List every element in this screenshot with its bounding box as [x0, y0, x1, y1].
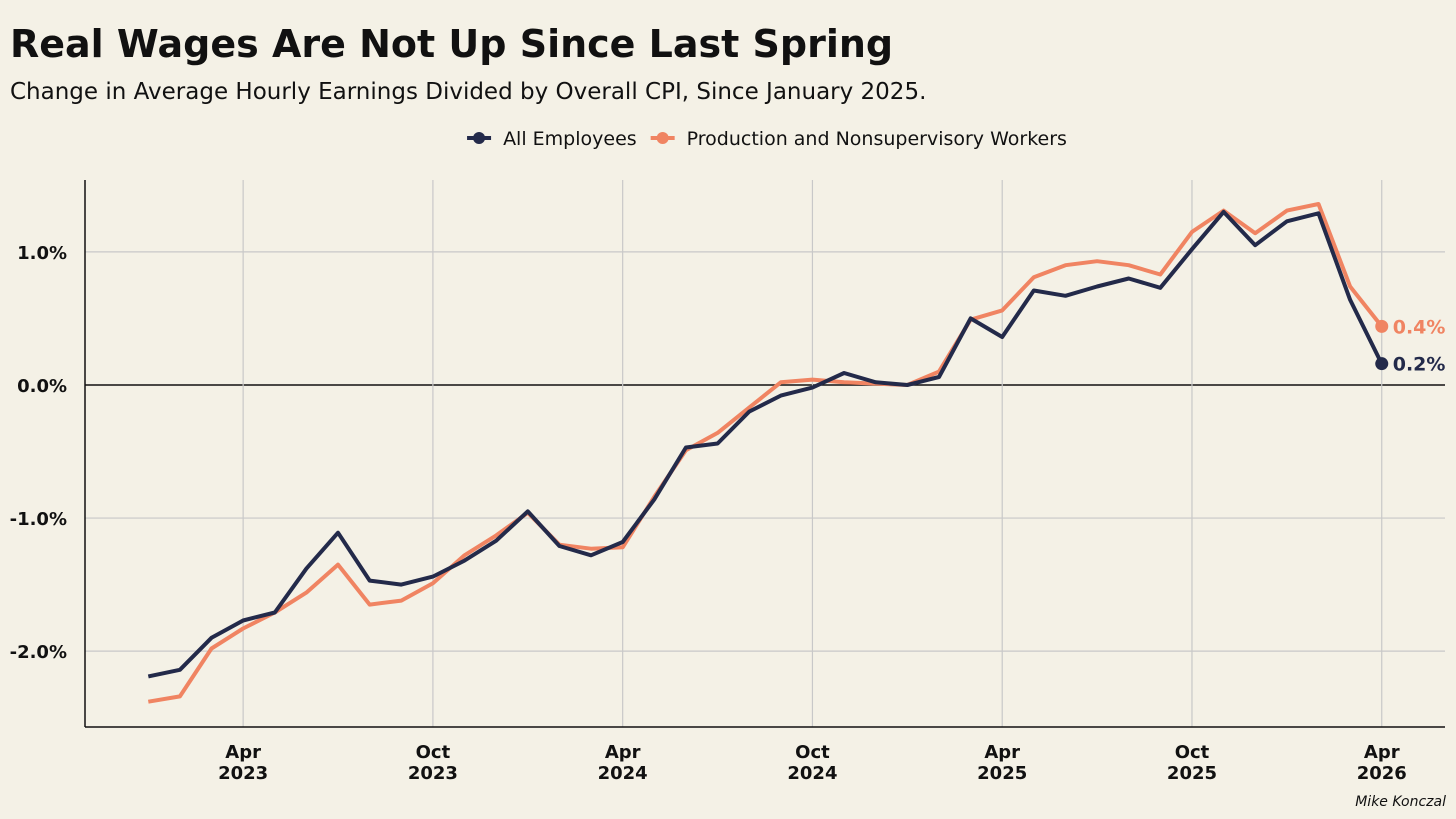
y-tick-label: 0.0%: [17, 376, 67, 397]
legend-marker: [473, 132, 486, 144]
series-line: [147, 209, 1384, 679]
x-tick-label: Apr 2026: [1357, 742, 1407, 784]
x-tick-label: Oct 2024: [787, 742, 837, 784]
chart-subtitle: Change in Average Hourly Earnings Divide…: [10, 79, 926, 105]
series-line: [147, 202, 1384, 704]
y-tick-label: -2.0%: [10, 642, 67, 663]
x-tick-label: Apr 2024: [598, 742, 648, 784]
x-tick-label: Oct 2025: [1167, 742, 1217, 784]
credit: Mike Konczal: [1355, 794, 1446, 810]
end-point: [1375, 357, 1389, 371]
end-point: [1375, 319, 1389, 333]
y-tick-label: -1.0%: [10, 509, 67, 530]
value-label: 0.2%: [1393, 354, 1446, 376]
y-tick-label: 1.0%: [17, 243, 67, 264]
x-tick-label: Apr 2025: [977, 742, 1027, 784]
chart-title: Real Wages Are Not Up Since Last Spring: [10, 22, 893, 66]
x-tick-label: Apr 2023: [218, 742, 268, 784]
x-tick-label: Oct 2023: [408, 742, 458, 784]
value-label: 0.4%: [1393, 316, 1446, 338]
legend: All Employees Production and Nonsuperviso…: [467, 128, 1067, 150]
legend-label: Production and Nonsupervisory Workers: [687, 128, 1067, 150]
legend-marker: [656, 132, 669, 144]
legend-label: All Employees: [503, 128, 637, 150]
